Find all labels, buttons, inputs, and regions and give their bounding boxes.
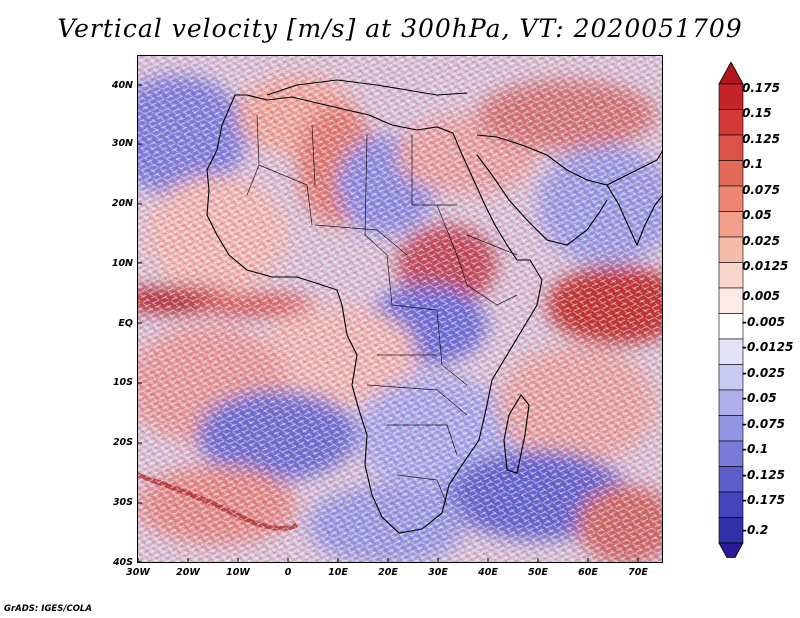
- tick-marks: [137, 84, 639, 563]
- colorbar-cell: [718, 83, 744, 110]
- colorbar-cells: [718, 62, 744, 558]
- colorbar-label-0.125: 0.125: [742, 132, 780, 146]
- colorbar-top-arrow: [718, 62, 744, 85]
- colorbar-label-neg0.1: -0.1: [742, 442, 769, 456]
- lon-label-20w: 20W: [176, 567, 200, 578]
- lat-label-30s: 30S: [112, 497, 133, 508]
- colorbar-label-0.005: 0.005: [742, 289, 780, 303]
- lat-label-10n: 10N: [111, 258, 133, 269]
- colorbar-label-0.15: 0.15: [742, 106, 772, 120]
- colorbar-cell: [718, 517, 744, 544]
- colorbar: [718, 62, 744, 558]
- colorbar-cell: [718, 389, 744, 416]
- map-panel: [137, 55, 663, 563]
- colorbar-cell: [718, 211, 744, 238]
- lon-label-60e: 60E: [578, 567, 598, 578]
- velocity-field-map: [137, 55, 663, 563]
- colorbar-label-neg0.05: -0.05: [742, 391, 777, 405]
- colorbar-cell: [718, 185, 744, 212]
- coastlines: [206, 79, 663, 534]
- colorbar-label-neg0.075: -0.075: [742, 417, 785, 431]
- lon-label-20e: 20E: [378, 567, 398, 578]
- colorbar-label-0.0125: 0.0125: [742, 259, 789, 273]
- colorbar-label-0.1: 0.1: [742, 157, 764, 171]
- colorbar-cell: [718, 109, 744, 136]
- colorbar-label-0.075: 0.075: [742, 183, 780, 197]
- colorbar-cell: [718, 134, 744, 161]
- lat-label-10s: 10S: [112, 377, 133, 388]
- colorbar-cell: [718, 491, 744, 518]
- colorbar-label-neg0.2: -0.2: [742, 523, 769, 537]
- colorbar-label-neg0.0125: -0.0125: [742, 340, 794, 354]
- colorbar-cell: [718, 338, 744, 365]
- colorbar-cell: [718, 415, 744, 442]
- lon-label-70e: 70E: [628, 567, 648, 578]
- colorbar-label-0.025: 0.025: [742, 234, 780, 248]
- lat-label-40s: 40S: [112, 557, 133, 568]
- colorbar-cell: [718, 262, 744, 289]
- colorbar-cell: [718, 236, 744, 263]
- colorbar-cell: [718, 440, 744, 467]
- grads-credit: GrADS: IGES/COLA: [4, 604, 92, 614]
- map-frame: [137, 55, 663, 563]
- colorbar-cell: [718, 364, 744, 391]
- lon-label-30w: 30W: [126, 567, 150, 578]
- colorbar-label-neg0.025: -0.025: [742, 366, 785, 380]
- country-borders: [246, 114, 518, 506]
- lon-label-40e: 40E: [478, 567, 498, 578]
- colorbar-label-neg0.125: -0.125: [742, 468, 785, 482]
- colorbar-cell: [718, 313, 744, 340]
- map-title: Vertical velocity [m/s] at 300hPa, VT: 2…: [57, 14, 743, 43]
- colorbar-cell: [718, 160, 744, 187]
- lat-label-40n: 40N: [111, 80, 133, 91]
- lat-label-20s: 20S: [112, 437, 133, 448]
- lat-label-20n: 20N: [111, 198, 133, 209]
- lon-label-30e: 30E: [428, 567, 448, 578]
- lat-label-eq: EQ: [118, 318, 133, 329]
- colorbar-bottom-arrow: [718, 542, 744, 558]
- colorbar-label-0.175: 0.175: [742, 81, 780, 95]
- colorbar-label-0.05: 0.05: [742, 208, 772, 222]
- colorbar-label-neg0.175: -0.175: [742, 493, 785, 507]
- lat-label-30n: 30N: [111, 138, 133, 149]
- colorbar-cell: [718, 466, 744, 493]
- colorbar-cell: [718, 287, 744, 314]
- lon-label-50e: 50E: [528, 567, 548, 578]
- lon-label-0: 0: [284, 567, 292, 578]
- lon-label-10w: 10W: [226, 567, 250, 578]
- lon-label-10e: 10E: [328, 567, 348, 578]
- colorbar-label-neg0.005: -0.005: [742, 315, 785, 329]
